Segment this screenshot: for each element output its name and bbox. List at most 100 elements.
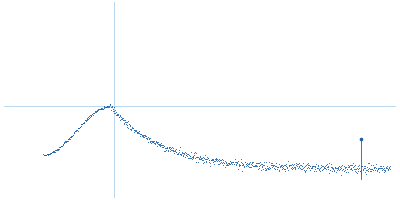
Point [186, 157, 193, 160]
Point [238, 169, 245, 172]
Point [173, 148, 180, 151]
Point [198, 156, 204, 159]
Point [132, 129, 138, 132]
Point [319, 168, 325, 172]
Point [90, 112, 97, 115]
Point [306, 163, 312, 167]
Point [309, 166, 316, 169]
Point [294, 162, 300, 166]
Point [380, 168, 386, 171]
Point [278, 164, 284, 168]
Point [160, 146, 167, 149]
Point [198, 158, 205, 161]
Point [374, 170, 380, 173]
Point [203, 160, 210, 164]
Point [149, 140, 155, 143]
Point [372, 169, 378, 172]
Point [347, 163, 353, 166]
Point [44, 153, 51, 156]
Point [308, 164, 315, 168]
Point [372, 163, 379, 166]
Point [381, 167, 388, 170]
Point [79, 122, 85, 126]
Point [72, 130, 79, 133]
Point [41, 153, 47, 156]
Point [307, 164, 314, 168]
Point [315, 165, 322, 168]
Point [351, 170, 358, 173]
Point [166, 146, 172, 149]
Point [208, 158, 214, 162]
Point [49, 150, 55, 154]
Point [260, 167, 266, 170]
Point [183, 154, 190, 157]
Point [318, 165, 324, 169]
Point [61, 142, 67, 145]
Point [106, 106, 112, 109]
Point [298, 167, 304, 170]
Point [124, 123, 130, 127]
Point [78, 123, 84, 126]
Point [47, 152, 53, 155]
Point [343, 170, 349, 173]
Point [96, 107, 102, 111]
Point [91, 111, 98, 115]
Point [268, 161, 274, 164]
Point [78, 122, 85, 125]
Point [188, 151, 194, 154]
Point [92, 111, 98, 114]
Point [171, 152, 178, 155]
Point [283, 163, 290, 166]
Point [44, 153, 50, 156]
Point [285, 159, 291, 162]
Point [98, 107, 104, 110]
Point [235, 163, 242, 166]
Point [40, 153, 47, 157]
Point [270, 164, 276, 167]
Point [189, 156, 195, 159]
Point [84, 119, 90, 122]
Point [148, 139, 154, 142]
Point [247, 160, 253, 163]
Point [277, 164, 283, 167]
Point [274, 165, 280, 169]
Point [135, 130, 142, 133]
Point [362, 170, 368, 174]
Point [139, 134, 145, 137]
Point [81, 121, 87, 124]
Point [239, 162, 246, 165]
Point [162, 149, 169, 152]
Point [324, 162, 330, 166]
Point [59, 144, 65, 147]
Point [133, 129, 139, 132]
Point [52, 149, 58, 152]
Point [331, 169, 337, 172]
Point [225, 164, 231, 167]
Point [164, 146, 170, 149]
Point [280, 167, 286, 170]
Point [42, 153, 48, 156]
Point [224, 162, 230, 165]
Point [52, 150, 58, 153]
Point [329, 169, 335, 172]
Point [296, 164, 302, 167]
Point [212, 157, 218, 160]
Point [112, 108, 118, 112]
Point [75, 127, 81, 130]
Point [340, 168, 346, 171]
Point [194, 160, 201, 164]
Point [320, 165, 327, 168]
Point [191, 152, 198, 155]
Point [180, 154, 186, 157]
Point [176, 152, 183, 156]
Point [356, 163, 362, 167]
Point [99, 106, 106, 109]
Point [101, 105, 108, 108]
Point [345, 164, 351, 167]
Point [367, 169, 373, 172]
Point [94, 109, 100, 112]
Point [258, 168, 264, 171]
Point [338, 165, 345, 168]
Point [320, 167, 326, 170]
Point [85, 118, 91, 121]
